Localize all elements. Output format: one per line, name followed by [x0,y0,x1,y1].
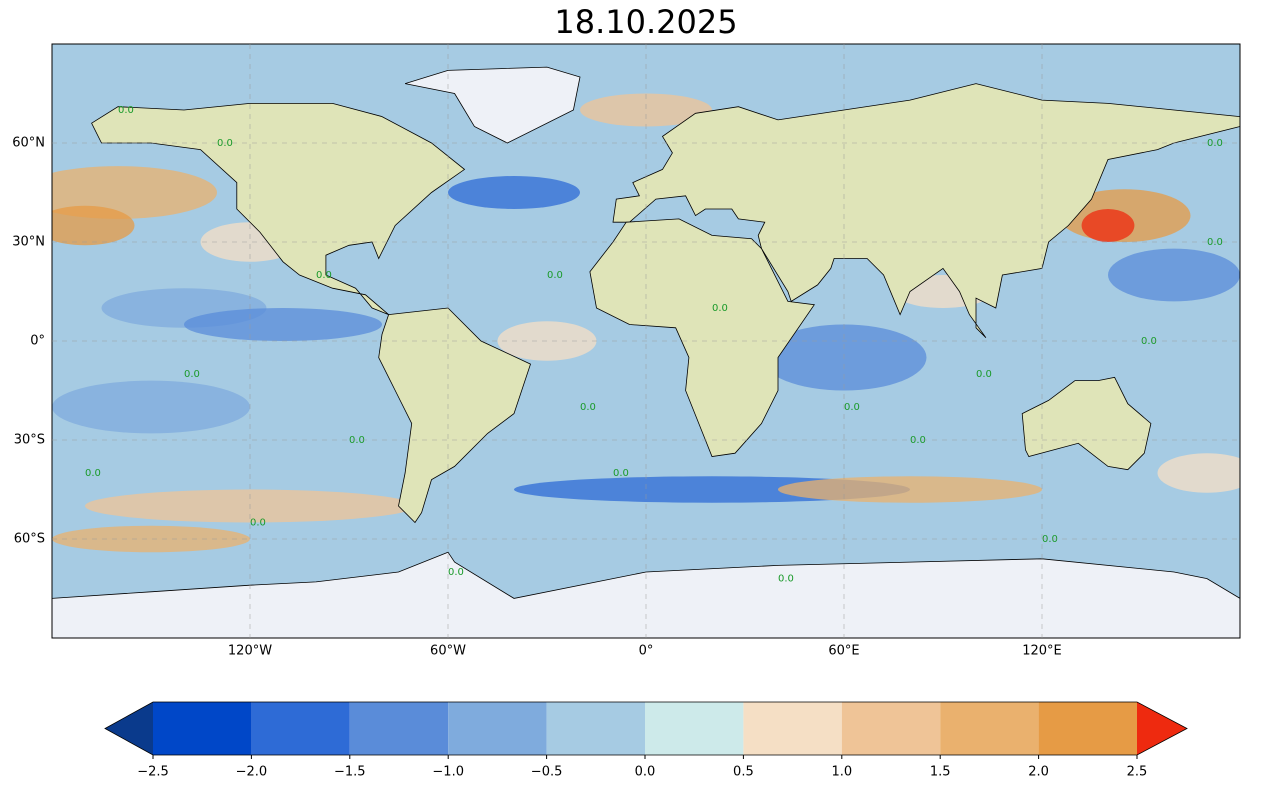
australia [1021,376,1152,471]
colorbar-tick-label: 2.0 [1028,765,1049,780]
y-tick-label: 0° [30,334,45,349]
anomaly-region [1081,209,1135,242]
colorbar-tick-label: −2.0 [236,765,268,780]
colorbar-segment [153,702,252,755]
anomaly-region [52,525,250,553]
y-tick-label: 60°S [14,532,45,547]
colorbar-tick-label: −1.0 [432,765,464,780]
contour-label: 0.0 [217,138,233,149]
contour-label: 0.0 [118,105,134,116]
contour-label: 0.0 [1042,534,1058,545]
contour-label: 0.0 [250,518,266,529]
anomaly-region [448,176,580,209]
contour-label: 0.0 [613,468,629,479]
anomaly-region [1108,248,1240,302]
y-tick-label: 30°S [14,433,45,448]
colorbar-extend-low [105,702,153,755]
colorbar-segment [448,702,547,755]
contour-label: 0.0 [85,468,101,479]
contour-label: 0.0 [580,402,596,413]
colorbar-segment [349,702,449,755]
eurasia [612,83,1240,338]
colorbar-segment [546,702,645,755]
colorbar-tick-label: 0.5 [733,765,754,780]
contour-label: 0.0 [1141,336,1157,347]
colorbar-tick-label: −0.5 [531,765,563,780]
colorbar-tick-label: 1.5 [930,765,951,780]
contour-label: 0.0 [316,270,332,281]
contour-label: 0.0 [448,567,464,578]
colorbar-tick-label: −1.5 [334,765,366,780]
contour-label: 0.0 [910,435,926,446]
x-tick-label: 120°W [228,644,272,659]
colorbar-segment [743,702,842,755]
x-tick-label: 0° [639,644,654,659]
greenland [404,66,581,144]
contour-label: 0.0 [712,303,728,314]
contour-label: 0.0 [349,435,365,446]
anomaly-region [184,308,382,341]
contour-label: 0.0 [844,402,860,413]
colorbar-segment [251,702,350,755]
anomaly-region [52,166,217,219]
contour-label: 0.0 [778,574,794,585]
colorbar-tick-label: 1.0 [831,765,852,780]
anomaly-region [778,476,1042,503]
colorbar-tick-label: 0.0 [635,765,656,780]
anomaly-region [52,380,250,434]
contour-label: 0.0 [976,369,992,380]
south-america [378,307,531,524]
y-tick-label: 60°N [12,136,45,151]
y-tick-label: 30°N [12,235,45,250]
colorbar-segment [940,702,1039,755]
x-tick-label: 120°E [1022,644,1062,659]
anomaly-region [580,93,712,127]
anomaly-region [52,205,135,246]
colorbar-tick-label: 2.5 [1127,765,1148,780]
colorbar-tick-label: −2.5 [137,765,169,780]
contour-label: 0.0 [1207,138,1223,149]
chart-title: 18.10.2025 [554,3,737,41]
contour-label: 0.0 [184,369,200,380]
colorbar-segment [841,702,941,755]
contour-label: 0.0 [1207,237,1223,248]
contour-label: 0.0 [547,270,563,281]
colorbar-extend-high [1137,702,1187,755]
north-america [91,103,466,315]
x-tick-label: 60°W [430,644,466,659]
colorbar-segment [1038,702,1137,755]
anomaly-region [1157,453,1240,493]
colorbar-segment [645,702,744,755]
x-tick-label: 60°E [828,644,859,659]
